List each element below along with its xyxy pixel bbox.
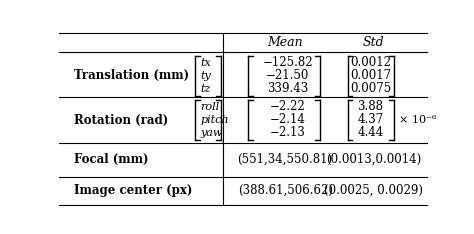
Text: tx: tx	[201, 58, 211, 68]
Text: −2.13: −2.13	[270, 126, 306, 139]
Text: (0.0013,0.0014): (0.0013,0.0014)	[326, 153, 421, 166]
Text: 0.0012: 0.0012	[350, 56, 391, 69]
Text: (551,34,550.81): (551,34,550.81)	[237, 153, 333, 166]
Text: × 10⁻⁶: × 10⁻⁶	[399, 115, 437, 125]
Text: ty: ty	[201, 71, 211, 81]
Text: 3.88: 3.88	[357, 100, 383, 113]
Text: roll: roll	[201, 102, 220, 112]
Text: Mean: Mean	[267, 36, 303, 49]
Text: −21.50: −21.50	[266, 69, 310, 82]
Text: (388.61,506.62): (388.61,506.62)	[237, 184, 333, 197]
Text: Std: Std	[363, 36, 384, 49]
Text: pitch: pitch	[201, 115, 229, 125]
Text: Rotation (rad): Rotation (rad)	[74, 113, 168, 126]
Text: −2.22: −2.22	[270, 100, 306, 113]
Text: (0.0025, 0.0029): (0.0025, 0.0029)	[324, 184, 423, 197]
Text: 0.0017: 0.0017	[350, 69, 391, 82]
Text: Focal (mm): Focal (mm)	[74, 153, 148, 166]
Text: 4.37: 4.37	[357, 113, 384, 126]
Text: Image center (px): Image center (px)	[74, 184, 192, 197]
Text: 339.43: 339.43	[267, 82, 309, 95]
Text: 4.44: 4.44	[357, 126, 384, 139]
Text: yaw: yaw	[201, 128, 223, 138]
Text: Translation (mm): Translation (mm)	[74, 69, 189, 82]
Text: 0.0075: 0.0075	[350, 82, 391, 95]
Text: −2.14: −2.14	[270, 113, 306, 126]
Text: −125.82: −125.82	[263, 56, 313, 69]
Text: tz: tz	[201, 84, 211, 94]
